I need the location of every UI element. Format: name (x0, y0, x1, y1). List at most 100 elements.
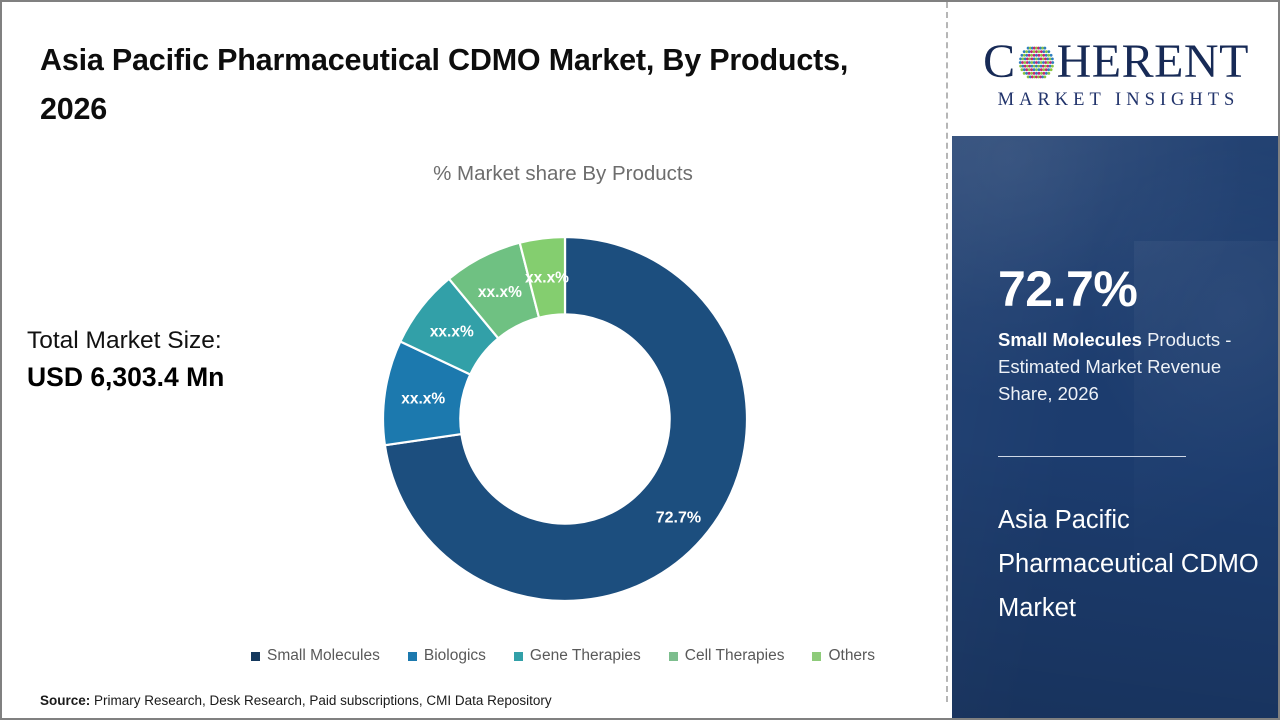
globe-dot (1039, 53, 1043, 57)
globe-dot (1034, 46, 1038, 50)
legend-item[interactable]: Others (812, 647, 875, 665)
globe-dot (1038, 46, 1042, 50)
globe-dot (1020, 53, 1023, 57)
source-note: Source: Primary Research, Desk Research,… (40, 693, 552, 708)
globe-dot (1050, 57, 1054, 61)
globe-dot (1042, 50, 1045, 54)
logo-wordmark: C HERENT (983, 36, 1249, 88)
globe-dot (1023, 64, 1027, 68)
globe-dot (1036, 46, 1040, 50)
legend-swatch (668, 651, 678, 661)
legend-item[interactable]: Biologics (407, 647, 486, 665)
globe-dot (1024, 71, 1028, 75)
globe-dot (1027, 71, 1031, 75)
globe-dot (1022, 68, 1026, 72)
source-label: Source: (40, 693, 91, 708)
globe-dot (1020, 68, 1023, 72)
legend-swatch (251, 651, 261, 661)
highlight-description-strong: Small Molecules (998, 329, 1142, 350)
globe-dot (1021, 64, 1024, 68)
globe-dot (1048, 61, 1052, 64)
globe-dot (1034, 71, 1038, 75)
legend-item[interactable]: Gene Therapies (513, 647, 641, 665)
legend-item[interactable]: Small Molecules (251, 647, 380, 665)
globe-dot (1046, 68, 1050, 72)
globe-dot (1025, 61, 1029, 64)
globe-dot (1043, 61, 1047, 64)
globe-dot (1044, 50, 1048, 54)
globe-dot (1040, 46, 1044, 50)
globe-dot (1037, 61, 1040, 64)
highlight-percentage: 72.7% (998, 261, 1138, 317)
globe-dot (1032, 71, 1036, 75)
globe-dot (1022, 50, 1026, 54)
page-title: Asia Pacific Pharmaceutical CDMO Market,… (40, 43, 849, 127)
globe-dot (1039, 71, 1043, 75)
globe-dot (1034, 57, 1038, 61)
globe-dot (1044, 53, 1048, 57)
globe-dot (1027, 57, 1031, 61)
donut-segment-label: xx.x% (430, 324, 474, 341)
highlight-panel: 72.7% Small Molecules Products - Estimat… (952, 136, 1278, 718)
globe-dot (1046, 61, 1050, 64)
chart-panel: Asia Pacific Pharmaceutical CDMO Market,… (2, 2, 947, 718)
globe-dot (1023, 57, 1027, 61)
globe-dot (1049, 53, 1053, 57)
globe-dot (1030, 75, 1034, 79)
globe-dot (1032, 75, 1036, 79)
logo-word-rest: HERENT (1056, 34, 1249, 88)
globe-dot (1046, 57, 1049, 61)
globe-dot (1030, 57, 1033, 61)
donut-segments (381, 235, 749, 603)
legend-item[interactable]: Cell Therapies (668, 647, 785, 665)
brand-logo: C HERENT MARKET INSIGHTS (952, 4, 1278, 136)
globe-dot (1029, 71, 1033, 75)
globe-dot (1034, 64, 1038, 68)
total-market-size-label: Total Market Size: (27, 327, 222, 354)
globe-dot (1037, 53, 1040, 57)
globe-dot (1043, 46, 1046, 50)
globe-dot (1039, 50, 1043, 54)
globe-dot (1034, 68, 1038, 72)
globe-dot (1039, 68, 1043, 72)
globe-dot (1050, 61, 1054, 64)
legend-label: Cell Therapies (684, 647, 785, 664)
donut-segment-label: xx.x% (401, 390, 445, 407)
globe-dot (1022, 53, 1026, 57)
globe-dot (1044, 68, 1048, 72)
globe-dot (1041, 57, 1045, 61)
globe-dot (1043, 75, 1046, 79)
globe-dot (1048, 64, 1052, 68)
globe-dot (1030, 46, 1034, 50)
donut-segment[interactable] (518, 235, 567, 319)
globe-dot (1034, 61, 1038, 64)
globe-dot (1048, 57, 1052, 61)
globe-dot (1022, 71, 1026, 75)
donut-segment[interactable] (383, 235, 749, 603)
panel-divider (946, 2, 948, 702)
globe-dot (1043, 64, 1047, 68)
panel-texture-secondary (1133, 241, 1278, 718)
globe-dot (1039, 61, 1043, 64)
legend-label: Gene Therapies (529, 647, 641, 664)
globe-dot (1018, 61, 1022, 64)
globe-dot (1024, 68, 1028, 72)
globe-dot (1041, 61, 1045, 64)
total-market-size-block: Total Market Size: USD 6,303.4 Mn (27, 324, 327, 396)
legend-label: Others (828, 647, 875, 664)
globe-dot (1034, 75, 1038, 79)
globe-dot (1024, 53, 1028, 57)
logo-letter-c: C (983, 34, 1016, 88)
globe-dot (1028, 46, 1032, 50)
legend-swatch (812, 651, 822, 661)
globe-dot (1030, 64, 1033, 68)
globe-dot (1041, 53, 1045, 57)
panel-texture (952, 136, 1278, 718)
globe-dot (1027, 61, 1031, 64)
globe-dot (1025, 64, 1029, 68)
logo-tagline: MARKET INSIGHTS (997, 89, 1240, 110)
legend-swatch (407, 651, 417, 661)
globe-dot (1050, 64, 1054, 68)
globe-dot (1037, 50, 1040, 54)
